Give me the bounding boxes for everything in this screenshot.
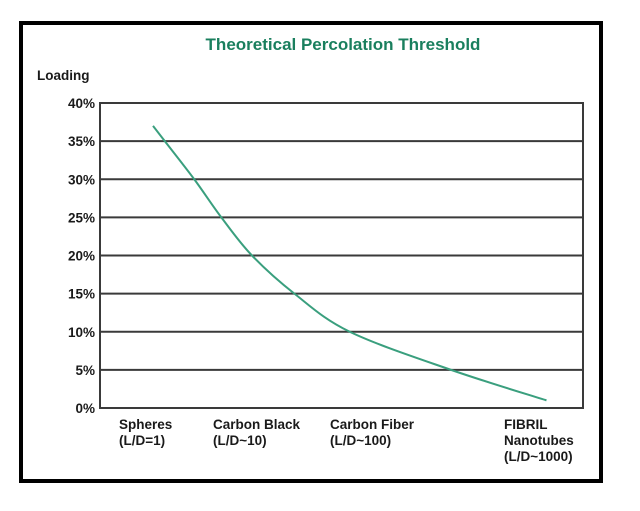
x-tick-label-line: (L/D=1) [119, 433, 165, 448]
y-tick-label: 10% [68, 325, 95, 340]
x-tick-label-line: (L/D~1000) [504, 449, 573, 464]
x-tick-labels: Spheres(L/D=1)Carbon Black(L/D~10)Carbon… [119, 417, 574, 464]
x-tick-label-line: Carbon Black [213, 417, 301, 432]
y-tick-label: 20% [68, 249, 95, 264]
y-tick-label: 40% [68, 96, 95, 111]
y-tick-label: 5% [75, 363, 95, 378]
x-tick-label-line: (L/D~100) [330, 433, 391, 448]
y-tick-label: 0% [75, 401, 95, 416]
x-tick-label: Spheres(L/D=1) [119, 417, 172, 448]
y-tick-label: 25% [68, 210, 95, 225]
chart-frame [19, 21, 603, 483]
y-tick-label: 15% [68, 287, 95, 302]
x-tick-label: Carbon Fiber(L/D~100) [330, 417, 415, 448]
chart-title: Theoretical Percolation Threshold [206, 35, 481, 54]
y-tick-label: 35% [68, 134, 95, 149]
plot-area [99, 102, 584, 409]
series-layer [152, 125, 547, 402]
x-tick-label-line: (L/D~10) [213, 433, 267, 448]
series-line [152, 125, 547, 402]
x-tick-label-line: FIBRIL [504, 417, 548, 432]
x-tick-label-line: Nanotubes [504, 433, 574, 448]
x-tick-label-line: Spheres [119, 417, 172, 432]
y-axis-label: Loading [37, 68, 90, 83]
gridlines [100, 102, 583, 409]
x-tick-label-line: Carbon Fiber [330, 417, 415, 432]
y-tick-label: 30% [68, 172, 95, 187]
x-tick-label: Carbon Black(L/D~10) [213, 417, 301, 448]
y-tick-labels: 0% 5% 10% 15% 20% 25% 30% 35% 40% [68, 96, 95, 416]
